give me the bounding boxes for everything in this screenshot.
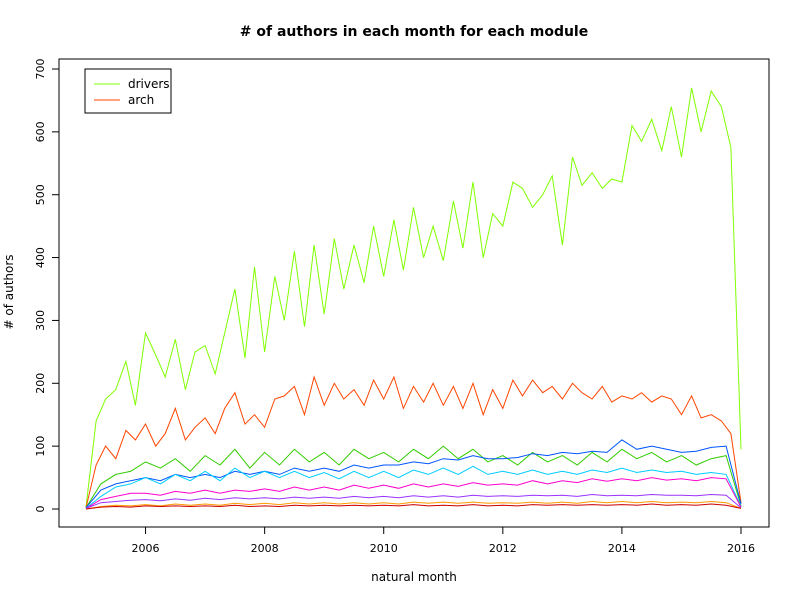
series-line-3 <box>85 445 742 508</box>
chart-title: # of authors in each month for each modu… <box>240 24 588 40</box>
x-axis-label: natural month <box>371 570 457 584</box>
x-tick-label: 2012 <box>489 542 517 555</box>
legend-label-arch: arch <box>128 93 154 107</box>
legend-box <box>84 68 172 114</box>
x-tick-label: 2016 <box>727 542 755 555</box>
y-tick-label: 700 <box>34 59 47 80</box>
y-axis-label: # of authors <box>2 254 16 329</box>
legend: drivers arch <box>84 68 172 114</box>
series-line-7 <box>85 493 742 509</box>
series-layer <box>85 87 742 510</box>
y-tick-label: 100 <box>34 436 47 457</box>
y-tick-label: 300 <box>34 310 47 331</box>
x-tick-label: 2014 <box>608 542 636 555</box>
x-tick-label: 2010 <box>370 542 398 555</box>
x-tick-label: 2006 <box>132 542 160 555</box>
axes-layer: 2006 2008 2010 2012 2014 2016 0 100 200 300 400 500… <box>34 59 755 556</box>
y-tick-label: 0 <box>34 506 47 513</box>
y-tick-label: 400 <box>34 247 47 268</box>
y-tick-label: 600 <box>34 121 47 142</box>
series-line-5 <box>85 465 742 509</box>
series-line-arch <box>85 375 742 508</box>
series-line-6 <box>85 477 742 509</box>
y-tick-label: 500 <box>34 184 47 205</box>
y-tick-label: 200 <box>34 373 47 394</box>
legend-label-drivers: drivers <box>128 77 170 91</box>
series-line-8 <box>85 500 742 510</box>
x-tick-label: 2008 <box>251 542 279 555</box>
series-line-4 <box>85 439 742 509</box>
series-line-drivers <box>85 87 742 508</box>
series-line-9 <box>85 503 742 510</box>
